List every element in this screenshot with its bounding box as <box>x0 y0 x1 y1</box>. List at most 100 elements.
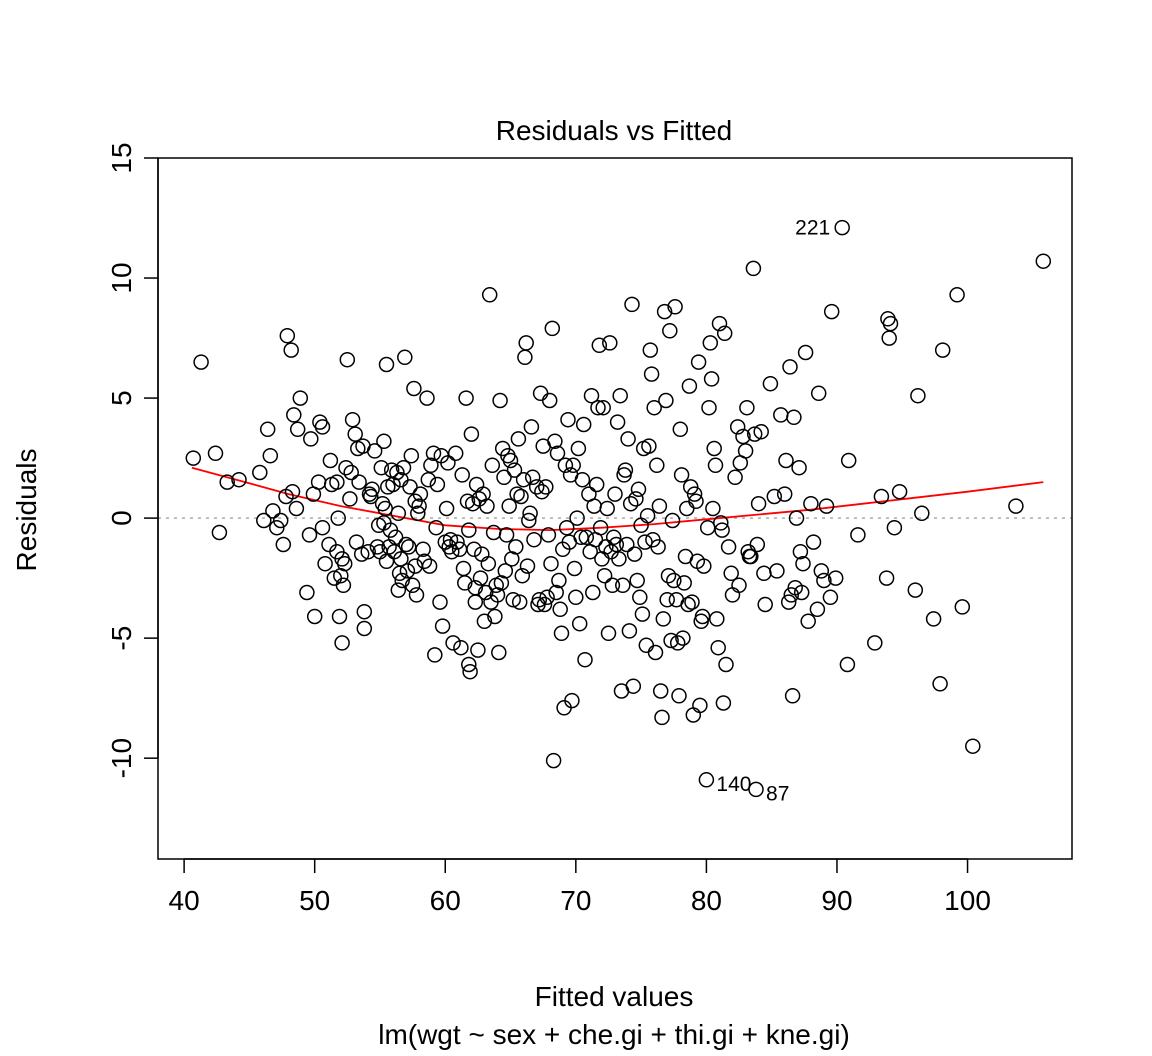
x-tick-label: 90 <box>821 885 852 916</box>
data-point <box>675 630 691 646</box>
data-point <box>402 479 418 495</box>
data-point <box>476 613 493 630</box>
data-point <box>651 498 668 514</box>
data-point <box>513 488 529 505</box>
data-point <box>501 498 517 514</box>
data-point <box>656 303 673 320</box>
data-point <box>949 287 965 303</box>
data-point <box>479 498 495 514</box>
data-point <box>925 611 942 627</box>
data-point <box>356 603 373 620</box>
data-point <box>699 519 716 536</box>
data-point <box>259 421 276 438</box>
data-point <box>487 608 503 625</box>
data-point <box>360 543 376 560</box>
data-point <box>1008 498 1024 514</box>
data-point <box>442 531 459 548</box>
data-point <box>634 606 651 622</box>
data-point <box>406 380 422 397</box>
data-point <box>791 459 807 476</box>
data-point <box>707 457 724 474</box>
data-point <box>649 457 665 474</box>
data-point <box>642 342 659 358</box>
data-point <box>769 563 785 579</box>
data-point <box>749 536 766 553</box>
chart-title: Residuals vs Fitted <box>496 115 733 146</box>
data-point <box>331 608 348 625</box>
x-tick-label: 70 <box>560 885 591 916</box>
data-point <box>803 495 819 512</box>
data-point <box>462 663 478 680</box>
data-point <box>536 596 553 613</box>
data-point <box>681 378 698 394</box>
data-point <box>650 539 666 555</box>
data-point <box>882 315 899 332</box>
data-point <box>574 471 591 488</box>
data-point <box>534 483 550 500</box>
x-axis-subtitle: lm(wgt ~ sex + che.gi + thi.gi + kne.gi) <box>378 1019 850 1050</box>
data-point <box>498 527 515 543</box>
y-tick-label: -10 <box>106 738 137 778</box>
data-point <box>522 505 538 522</box>
data-point <box>283 342 299 358</box>
data-point <box>659 591 675 608</box>
data-point <box>427 647 443 663</box>
data-point <box>219 474 235 490</box>
data-point <box>669 635 686 651</box>
data-point <box>701 399 717 416</box>
data-point <box>351 474 367 490</box>
data-point <box>658 392 674 409</box>
data-point <box>480 555 497 572</box>
data-point <box>743 548 759 565</box>
data-point <box>688 493 704 510</box>
data-point <box>539 589 555 606</box>
data-point <box>557 457 574 474</box>
data-point <box>505 591 521 608</box>
data-point <box>553 625 570 642</box>
data-point <box>757 596 773 613</box>
data-point <box>366 443 383 459</box>
data-point <box>886 519 903 536</box>
data-point <box>731 577 747 594</box>
data-point <box>334 635 350 651</box>
data-point <box>784 688 801 704</box>
data-point <box>421 558 438 574</box>
data-point <box>521 512 537 529</box>
data-point <box>515 471 532 488</box>
data-point <box>608 536 625 553</box>
data-point <box>822 589 839 606</box>
point-label: 87 <box>766 782 789 805</box>
data-point <box>737 443 754 459</box>
data-point <box>317 555 333 572</box>
data-point <box>440 455 456 471</box>
data-point <box>718 656 734 673</box>
data-point <box>672 421 689 438</box>
data-point <box>792 543 809 560</box>
data-point <box>823 303 840 320</box>
data-point <box>680 596 696 613</box>
data-point <box>560 411 576 428</box>
data-point <box>778 452 794 469</box>
data-point <box>710 639 726 656</box>
data-point <box>583 387 600 404</box>
data-point <box>715 695 732 711</box>
data-point <box>800 613 816 630</box>
data-point <box>342 491 358 507</box>
y-axis-label: Residuals <box>11 449 42 572</box>
data-point <box>630 481 647 498</box>
data-point <box>416 553 433 570</box>
data-point <box>531 591 548 608</box>
data-point <box>211 524 228 541</box>
data-point <box>577 651 593 668</box>
data-point <box>547 433 563 450</box>
data-point <box>453 639 469 656</box>
data-point <box>523 419 540 435</box>
smooth-line <box>191 466 1044 532</box>
data-point <box>353 546 370 562</box>
data-point <box>595 399 611 416</box>
data-point <box>551 572 567 589</box>
data-point <box>398 536 414 553</box>
data-point <box>934 342 951 358</box>
data-point <box>322 452 339 469</box>
data-point <box>376 433 392 450</box>
